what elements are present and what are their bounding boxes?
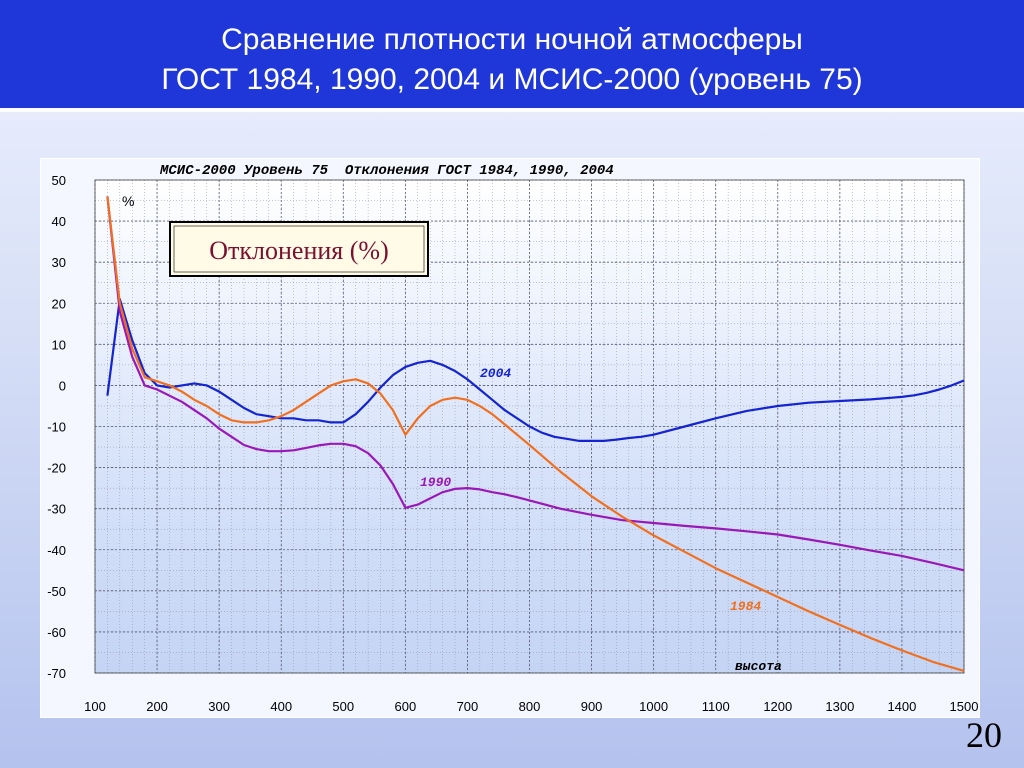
y-tick-label: 40 [52,214,66,229]
y-tick-label: 10 [52,337,66,352]
y-tick-label: -40 [47,543,66,558]
x-tick-label: 1100 [702,699,730,714]
x-tick-label: 200 [146,699,168,714]
series-label-1984: 1984 [730,599,761,614]
inset-box [169,221,429,277]
x-tick-label: 1400 [887,699,916,714]
slide-title: Сравнение плотности ночной атмосферы ГОС… [0,20,1024,100]
plot-border [94,179,965,674]
y-axis-label: % [122,193,134,209]
y-tick-label: -20 [47,461,66,476]
slide-title-line1: Сравнение плотности ночной атмосферы [221,23,803,56]
series-line-1984 [106,196,965,672]
x-tick-label: 1200 [763,699,792,714]
series-label-2004: 2004 [480,366,511,381]
y-tick-label: 30 [52,255,66,270]
x-tick-label: 300 [208,699,230,714]
y-tick-label: -10 [47,420,66,435]
y-tick-label: 0 [59,378,66,393]
page-number: 20 [966,715,1002,755]
x-tick-label: 1300 [825,699,854,714]
x-axis-label: высота [735,659,782,674]
series-label-1990: 1990 [420,475,451,490]
x-tick-label: 1000 [639,699,668,714]
x-tick-label: 700 [457,699,479,714]
x-tick-label: 900 [581,699,603,714]
inset-box-inner [173,225,425,273]
x-tick-label: 1500 [950,699,979,714]
chart-container: 100 200 300 400 500 600 700 800 900 1000 1100 1200 1… [39,157,981,719]
y-tick-label: -60 [47,625,66,640]
x-tick-label: 500 [332,699,354,714]
slide-header [0,0,1024,108]
series-line-1990 [106,196,965,572]
x-tick-label: 400 [270,699,292,714]
y-tick-label: -50 [47,584,66,599]
deviation-chart: 100 200 300 400 500 600 700 800 900 1000 1100 1200 1… [39,157,981,719]
x-tick-label: 800 [519,699,541,714]
y-tick-label: 50 [52,173,66,188]
chart-title: МСИС-2000 Уровень 75 Отклонения ГОСТ 198… [159,163,614,179]
inset-label: Отклонения (%) [209,236,388,265]
x-tick-label: 600 [395,699,417,714]
slide-title-line2: ГОСТ 1984, 1990, 2004 и МСИС-2000 (урове… [161,63,863,96]
y-tick-label: -70 [47,666,66,681]
y-tick-label: -30 [47,502,66,517]
y-tick-label: 20 [52,296,66,311]
series-line-2004 [106,298,965,442]
header-divider [0,108,1024,112]
x-tick-label: 100 [84,699,106,714]
